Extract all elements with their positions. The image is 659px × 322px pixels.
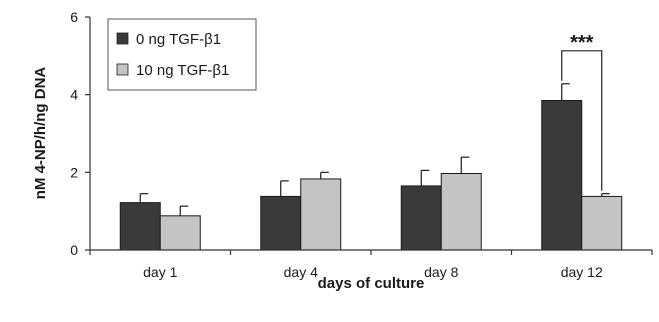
error-bar [280, 180, 289, 197]
x-tick-label: day 12 [561, 264, 603, 280]
legend-label-0ng: 0 ng TGF-β1 [136, 31, 221, 48]
significance-stars: *** [570, 32, 594, 54]
bar [260, 195, 302, 251]
significance-bracket-line [561, 50, 603, 191]
error-bar [320, 171, 329, 179]
bar [581, 195, 623, 251]
x-tick-label: day 4 [284, 264, 318, 280]
error-bar [561, 83, 570, 101]
bar [400, 185, 442, 251]
bar [440, 172, 482, 251]
y-tick-label: 2 [70, 164, 78, 180]
x-axis-title: days of culture [318, 275, 425, 292]
x-ticks: day 1 day 4 day 8 day 12 [89, 250, 653, 280]
bar [119, 202, 161, 251]
bar [541, 99, 583, 251]
error-bars [139, 83, 610, 216]
legend-box [107, 18, 257, 91]
error-bar [420, 169, 430, 186]
y-axis-title: nM 4-NP/h/ng DNA [32, 67, 49, 200]
y-tick-label: 6 [70, 9, 78, 25]
error-bar [601, 193, 610, 197]
x-tick-label: day 8 [424, 264, 458, 280]
y-tick-label: 0 [70, 242, 78, 258]
x-tick-label: day 1 [143, 264, 177, 280]
error-bar [460, 156, 470, 174]
legend: 0 ng TGF-β1 10 ng TGF-β1 [107, 18, 257, 91]
y-ticks: 0 2 4 6 [70, 9, 90, 258]
error-bar [179, 205, 189, 216]
legend-swatch-0ng [116, 32, 129, 45]
significance-bracket: *** [561, 32, 603, 191]
y-tick-label: 4 [70, 87, 78, 103]
bars [119, 99, 623, 251]
legend-label-10ng: 10 ng TGF-β1 [136, 62, 229, 79]
error-bar [139, 193, 149, 203]
bar [300, 178, 342, 251]
legend-swatch-10ng [116, 63, 129, 76]
bar [159, 215, 201, 251]
